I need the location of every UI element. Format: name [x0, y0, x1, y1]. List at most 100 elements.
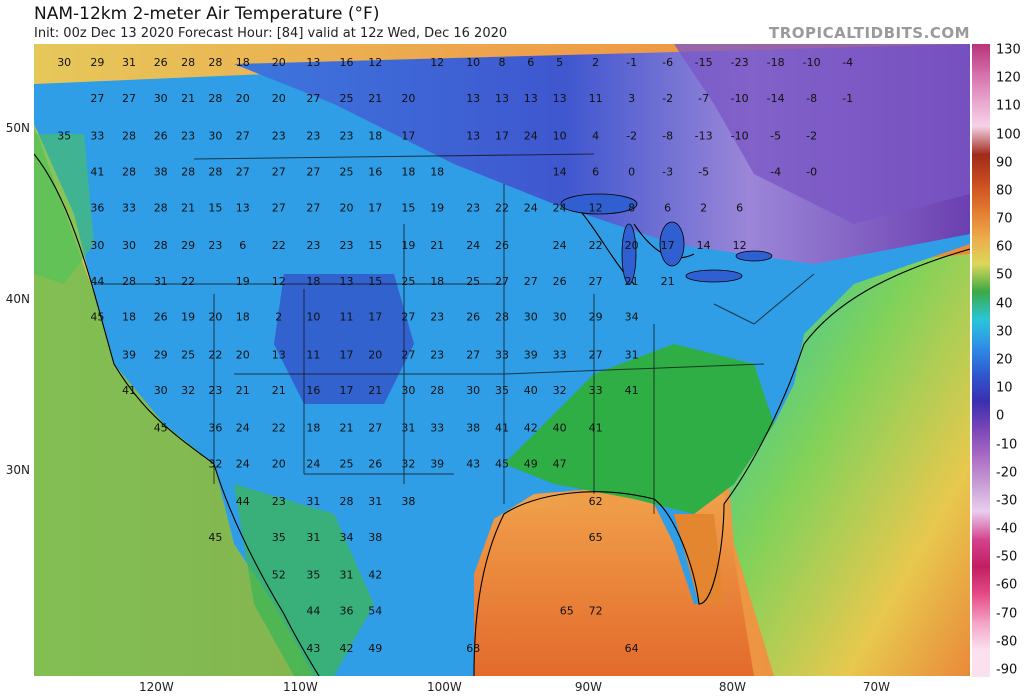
- temperature-value: 5: [556, 56, 563, 69]
- temperature-value: 27: [306, 166, 320, 179]
- temperature-value: 27: [524, 275, 538, 288]
- temperature-value: 22: [208, 348, 222, 361]
- temperature-value: 23: [181, 130, 195, 143]
- temperature-value: 30: [466, 384, 480, 397]
- temperature-value: -5: [698, 166, 709, 179]
- colorbar-tick-label: 0: [996, 408, 1005, 424]
- temperature-value: 20: [368, 348, 382, 361]
- temperature-value: 32: [181, 384, 195, 397]
- temperature-value: 24: [236, 422, 250, 435]
- temperature-value: 27: [495, 275, 509, 288]
- temperature-value: 23: [208, 239, 222, 252]
- temperature-value: 42: [340, 642, 354, 655]
- temperature-value: 22: [272, 239, 286, 252]
- temperature-value: 27: [466, 348, 480, 361]
- temperature-value: 32: [553, 384, 567, 397]
- longitude-label: 110W: [283, 680, 318, 694]
- temperature-value: 62: [589, 495, 603, 508]
- west-coast-mild-strip: [34, 124, 314, 676]
- temperature-value: 47: [553, 458, 567, 471]
- temperature-value: 44: [306, 605, 320, 618]
- temperature-value: 30: [90, 239, 104, 252]
- temperature-value: 6: [239, 239, 246, 252]
- colorbar-tick-label: 80: [996, 183, 1013, 199]
- colorbar-segment: [972, 263, 990, 293]
- temperature-value: 32: [208, 458, 222, 471]
- temperature-value: 17: [340, 348, 354, 361]
- colorbar-segment: [972, 346, 990, 375]
- temperature-value: 27: [90, 92, 104, 105]
- temperature-value: 25: [181, 348, 195, 361]
- colorbar-tick-label: 60: [996, 239, 1013, 255]
- temperature-value: 19: [430, 201, 444, 214]
- temperature-value: 41: [589, 422, 603, 435]
- temperature-value: 41: [625, 384, 639, 397]
- temperature-value: 26: [495, 239, 509, 252]
- temperature-value: 49: [368, 642, 382, 655]
- temperature-value: 32: [401, 458, 415, 471]
- temperature-value: 35: [495, 384, 509, 397]
- temperature-value: 25: [340, 92, 354, 105]
- colorbar-segment: [972, 428, 990, 458]
- temperature-value: 38: [368, 531, 382, 544]
- temperature-value: 12: [733, 239, 747, 252]
- temperature-value: 24: [524, 201, 538, 214]
- colorbar-segment: [972, 98, 990, 128]
- colorbar-tick-label: 130: [996, 42, 1021, 58]
- temperature-value: 13: [340, 275, 354, 288]
- colorbar-tick-label: 90: [996, 155, 1013, 171]
- colorbar-segment: [972, 291, 990, 320]
- temperature-value: 15: [368, 239, 382, 252]
- temperature-value: 23: [306, 239, 320, 252]
- colorbar-segment: [972, 181, 990, 210]
- temperature-value: 27: [272, 201, 286, 214]
- temperature-value: 38: [401, 495, 415, 508]
- temperature-value: 64: [625, 642, 639, 655]
- temperature-map: 30 29 31 26 28 28 18 20 13 16 12 12 10 8 6 5 2 -1 -6 -15 -23…: [34, 44, 970, 676]
- temperature-value: 13: [495, 92, 509, 105]
- temperature-value: 19: [236, 275, 250, 288]
- mexico-plateau: [234, 484, 374, 676]
- colorbar-tick-label: -80: [996, 634, 1018, 650]
- temperature-value: 26: [466, 311, 480, 324]
- temperature-value: 30: [208, 130, 222, 143]
- temperature-value: -1: [626, 56, 637, 69]
- temperature-value: 25: [466, 275, 480, 288]
- temperature-value: -0: [806, 166, 817, 179]
- temperature-value: 21: [236, 384, 250, 397]
- colorbar-tick-label: 40: [996, 296, 1013, 312]
- colorbar-tick-label: 20: [996, 352, 1013, 368]
- temperature-value: 40: [524, 384, 538, 397]
- colorbar-segment: [972, 538, 990, 568]
- temperature-value: 24: [466, 239, 480, 252]
- temperature-value: 28: [340, 495, 354, 508]
- temperature-value: 26: [154, 130, 168, 143]
- temperature-value: 30: [154, 92, 168, 105]
- temperature-value: 30: [401, 384, 415, 397]
- temperature-value: 13: [272, 348, 286, 361]
- temperature-value: 18: [306, 275, 320, 288]
- colorbar-tick-label: -70: [996, 606, 1018, 622]
- temperature-value: -8: [662, 130, 673, 143]
- temperature-value: 30: [122, 239, 136, 252]
- colorbar-segment: [972, 126, 990, 155]
- temperature-value: 27: [236, 166, 250, 179]
- colorbar-segment: [972, 566, 990, 595]
- colorbar-tick-label: -20: [996, 465, 1018, 481]
- temperature-value: 10: [466, 56, 480, 69]
- temperature-value: -2: [626, 130, 637, 143]
- temperature-value: 19: [181, 311, 195, 324]
- temperature-value: 29: [90, 56, 104, 69]
- temperature-value: 18: [368, 130, 382, 143]
- temperature-value: 13: [236, 201, 250, 214]
- longitude-label: 120W: [139, 680, 174, 694]
- temperature-value: 21: [661, 275, 675, 288]
- colorbar-tick-label: -10: [996, 437, 1018, 453]
- temperature-value: 33: [589, 384, 603, 397]
- temperature-value: 21: [272, 384, 286, 397]
- temperature-value: 29: [181, 239, 195, 252]
- temperature-value: 21: [625, 275, 639, 288]
- temperature-value: 38: [154, 166, 168, 179]
- temperature-value: 22: [495, 201, 509, 214]
- temperature-value: 23: [466, 201, 480, 214]
